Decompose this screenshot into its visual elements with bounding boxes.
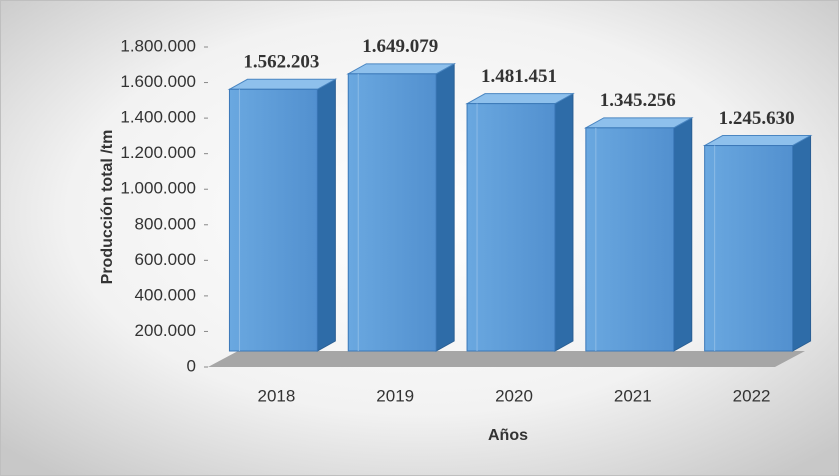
y-axis-title: Producción total /tm bbox=[99, 130, 116, 285]
bar bbox=[466, 103, 556, 352]
x-tick-label: 2020 bbox=[495, 386, 533, 405]
y-tick-label: 200.000 bbox=[135, 321, 196, 340]
y-tick-label: 1.200.000 bbox=[120, 143, 196, 162]
y-tick-label: 1.600.000 bbox=[120, 72, 196, 91]
data-label: 1.562.203 bbox=[243, 52, 319, 73]
bar-side bbox=[792, 134, 812, 352]
bar-top bbox=[346, 63, 457, 75]
floor bbox=[208, 351, 805, 367]
bar-side bbox=[673, 116, 693, 352]
y-tick-label: 400.000 bbox=[135, 285, 196, 304]
bar-side bbox=[554, 92, 574, 352]
x-axis-title: Años bbox=[488, 427, 528, 444]
bar-top bbox=[227, 78, 338, 90]
bar-side bbox=[435, 62, 455, 352]
bar-top bbox=[465, 93, 575, 105]
bar-side bbox=[316, 78, 336, 352]
x-tick-label: 2019 bbox=[376, 386, 414, 405]
x-tick-label: 2022 bbox=[733, 386, 771, 405]
data-label: 1.345.256 bbox=[600, 90, 676, 111]
y-tick-label: 1.800.000 bbox=[120, 36, 196, 55]
y-tick-label: 0 bbox=[187, 356, 196, 375]
bar bbox=[704, 145, 794, 352]
bar-top bbox=[583, 117, 694, 129]
x-tick-label: 2021 bbox=[614, 386, 652, 405]
bar bbox=[228, 88, 318, 352]
data-label: 1.481.451 bbox=[481, 66, 557, 87]
x-tick-label: 2018 bbox=[257, 386, 295, 405]
y-tick-label: 600.000 bbox=[135, 250, 196, 269]
data-label: 1.649.079 bbox=[362, 36, 438, 57]
y-tick-label: 800.000 bbox=[135, 214, 196, 233]
bar bbox=[347, 73, 437, 352]
bar-top bbox=[702, 135, 813, 147]
data-label: 1.245.630 bbox=[719, 108, 795, 129]
bar bbox=[585, 127, 675, 352]
y-tick-label: 1.000.000 bbox=[120, 179, 196, 198]
y-tick-label: 1.400.000 bbox=[120, 108, 196, 127]
